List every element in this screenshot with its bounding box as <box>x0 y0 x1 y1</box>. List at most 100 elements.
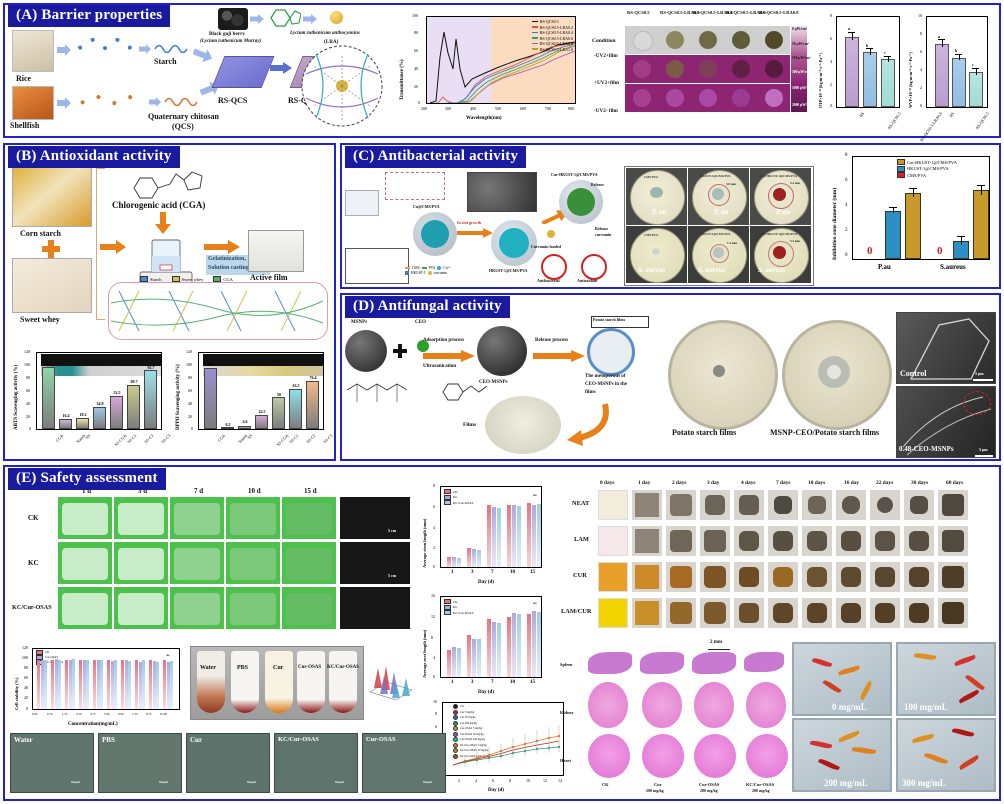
potato-starch-films-box-label: Potato starch films <box>593 317 626 322</box>
dpph-xcat: SS <box>246 433 254 440</box>
otp-errorbar <box>851 32 853 40</box>
uvgrid-col-header: RS-QCS0.5 <box>627 10 650 15</box>
cga-label: Chlorogenic acid (CGA) <box>112 200 206 210</box>
stem-bar <box>487 505 491 567</box>
root-bar <box>467 635 471 677</box>
fish <box>911 733 935 744</box>
dpph-ytick: 100 <box>186 362 192 367</box>
dpph-value: 50 <box>277 391 281 397</box>
degradation-row-header: NEAT <box>572 500 590 507</box>
legend-label: Cur-OSAS 50 mg/kg <box>460 732 484 736</box>
degradation-sample <box>938 562 968 592</box>
root-ytick: 8 <box>431 635 433 640</box>
root-ytick: 0 <box>433 674 435 679</box>
legend-swatch <box>531 37 538 39</box>
tube-label: KC/Cur-OSAS <box>327 665 360 670</box>
germ-col-header: 15 d <box>304 487 317 495</box>
tube-label: Cur <box>273 665 284 671</box>
agar-plate: Cur-HKUST-1@CMS/PVA 5.4 mm S. aureus <box>750 226 811 283</box>
wvp-errorcap <box>972 68 979 70</box>
dpph-ytick: 80 <box>188 375 192 380</box>
legend-swatch <box>897 165 905 172</box>
legend-label: KC/Cur-OSAS <box>453 610 474 615</box>
process-label-line2: Solution casting <box>208 265 249 271</box>
viability-xtick: 0.00 <box>32 712 38 716</box>
legend-swatch <box>453 731 458 737</box>
micrograph-label: Cur <box>190 736 203 744</box>
histology-group-label: Cur-OSAS <box>699 782 720 787</box>
dpph-ytick: 120 <box>186 349 192 354</box>
legend-label: RS-QCS0.5 <box>539 19 559 24</box>
plate-organism-label: S. aureus <box>698 266 726 274</box>
viability-bar <box>51 659 54 709</box>
spleen-section <box>692 652 736 674</box>
c-legend-item: CMS PVA Cu²⁺ <box>405 266 451 270</box>
legend-label: KC/Cur-OSAS 200 mg/kg <box>460 754 490 758</box>
legend-swatch <box>453 753 458 759</box>
legend-swatch <box>405 267 410 269</box>
abts-gel-row2 <box>41 366 161 376</box>
network-zoom-circle <box>301 45 383 127</box>
kidney-section <box>694 682 734 728</box>
fish <box>818 757 840 772</box>
histology-group-label: KC/Cur-OSAS <box>746 782 775 787</box>
fish <box>837 665 861 676</box>
weight-legend-item: Cur 5 mg/kg <box>453 709 490 715</box>
msnp-ceo-films-label: MSNP-CEO/Potato starch films <box>770 428 880 437</box>
weight-legend-item: Cur-OSAS 5 mg/kg <box>453 726 490 731</box>
dpph-chart: 96.6 0.2 4.6 22.5 50 63.5 76.4 DPPH Scav… <box>172 348 333 456</box>
seedling-pot <box>170 542 224 584</box>
fish <box>951 727 975 738</box>
viability-xtick: 1.25 <box>62 712 68 716</box>
degradation-sample <box>870 490 900 520</box>
stem-bar <box>537 503 541 567</box>
starch-structure <box>74 32 136 58</box>
cinnamaldehyde-structure <box>442 383 488 401</box>
film-disc <box>732 89 750 107</box>
zebrafish-dose-label: 100 mg/mL <box>904 702 948 712</box>
abts-ytick: 40 <box>26 401 30 406</box>
fish <box>923 751 949 766</box>
zone-errorbar <box>980 185 982 195</box>
antioxidant-label: Antioxidant <box>577 278 598 283</box>
uvvis-ytick: 0 <box>418 100 420 105</box>
mesoporous-line2: CEO-MSNPs in the <box>585 382 627 387</box>
degradation-col-header: 16 day <box>844 480 860 486</box>
weight-legend-item: Cur 50 mg/kg <box>453 715 490 720</box>
potato-starch-films-box <box>591 316 649 328</box>
shellfish-label: Shellfish <box>10 121 40 130</box>
stem-bar <box>472 549 476 567</box>
legend-swatch <box>453 726 458 731</box>
plate-organism-label: P. au <box>776 208 791 216</box>
legend-swatch <box>405 270 409 275</box>
viability-bar <box>96 659 100 709</box>
degradation-col-header: 10 days <box>808 480 826 486</box>
uvgrid-cell <box>691 26 724 54</box>
dpph-bar <box>221 427 234 429</box>
otp-errorbar <box>869 48 871 55</box>
uvvis-xtick: 300 <box>445 106 451 111</box>
release-cur-line2: curcumin <box>595 232 612 237</box>
stem-ytick: 0 <box>433 564 435 569</box>
zone-legend: Cur-HKUST-1@CMS/PVA HKUST-1@CMS/PVA CMS/… <box>897 159 957 179</box>
mesoporous-line1: The mesoporous of <box>585 374 626 379</box>
zone-bar-cur <box>973 190 989 259</box>
degradation-col-header: 60 days <box>946 480 964 486</box>
legend-label: HKUST-1 <box>411 270 426 275</box>
seedling-closeup <box>340 587 410 629</box>
film-disc <box>732 31 750 49</box>
viability-bar <box>142 660 145 709</box>
films-closeup-image <box>485 396 561 454</box>
antibacterial-icon <box>541 254 567 280</box>
legend-label: CK <box>453 489 458 494</box>
legend-swatch <box>213 276 222 282</box>
stem-bar <box>467 547 471 567</box>
degradation-sample <box>870 598 900 628</box>
degradation-sample <box>734 598 764 628</box>
b-arrow-right-1 <box>100 240 126 254</box>
degradation-sample <box>802 598 832 628</box>
degradation-col-header: 30 days <box>911 480 929 486</box>
legend-label: CK <box>460 705 464 708</box>
root-bar <box>537 612 541 677</box>
abts-xcat: SS-C2 <box>143 433 155 445</box>
